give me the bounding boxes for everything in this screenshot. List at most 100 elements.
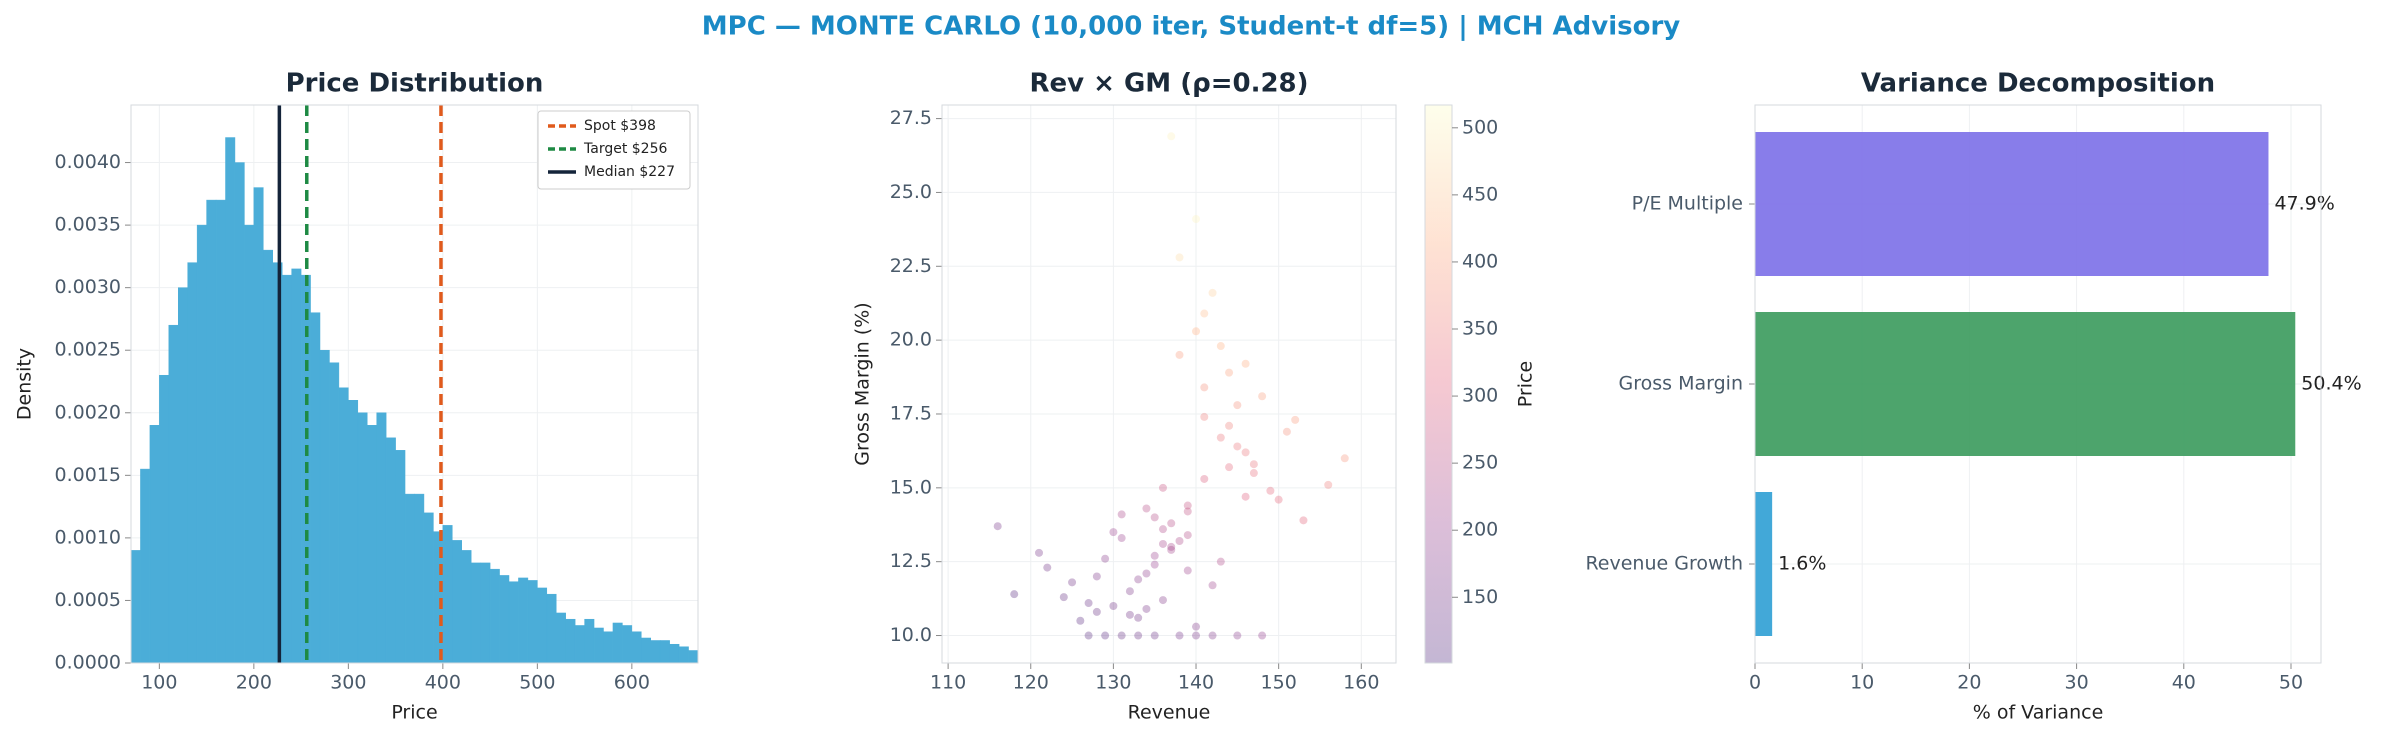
- point: [1167, 519, 1176, 528]
- point: [1258, 392, 1267, 401]
- point: [1299, 516, 1308, 525]
- point: [1167, 542, 1176, 551]
- point: [1158, 483, 1167, 492]
- bar: [395, 450, 406, 664]
- y-tick-label: 10.0: [890, 624, 932, 646]
- bar: [187, 262, 198, 664]
- point: [1258, 631, 1267, 640]
- bar: [489, 568, 500, 664]
- bar: [310, 312, 321, 664]
- bar: [556, 612, 566, 664]
- point: [1183, 531, 1192, 540]
- y-tick-label: 0.0030: [55, 276, 121, 298]
- point: [1158, 539, 1167, 548]
- bar: [1755, 312, 2296, 456]
- bar: [537, 587, 548, 664]
- bar: [140, 468, 151, 664]
- value-label: 50.4%: [2301, 373, 2361, 395]
- point: [1142, 569, 1151, 578]
- point: [1183, 501, 1192, 510]
- point: [1150, 551, 1159, 560]
- point: [993, 522, 1002, 531]
- point: [1076, 616, 1085, 625]
- plot-area: [1754, 104, 2322, 664]
- bar: [215, 199, 226, 664]
- bar: [348, 400, 359, 664]
- y-tick-label: 0.0010: [55, 526, 121, 548]
- point: [1092, 607, 1101, 616]
- y-tick-label: P/E Multiple: [1632, 193, 1743, 215]
- point: [1117, 534, 1126, 543]
- bar: [641, 637, 651, 664]
- point: [1158, 525, 1167, 534]
- bar: [168, 324, 179, 664]
- colorbar-tick-label: 250: [1462, 452, 1498, 474]
- point: [1225, 463, 1234, 472]
- point: [1175, 537, 1184, 546]
- bar: [338, 387, 349, 664]
- value-label: 47.9%: [2274, 193, 2334, 215]
- colorbar-tick-label: 300: [1462, 385, 1498, 407]
- bar: [574, 625, 585, 664]
- point: [1043, 563, 1052, 572]
- point: [1109, 528, 1118, 537]
- legend: Spot $398 Target $256 Median $227: [537, 110, 691, 190]
- point: [1216, 557, 1225, 566]
- point: [1134, 613, 1143, 622]
- x-tick-label: 40: [2172, 672, 2196, 694]
- point: [1117, 510, 1126, 519]
- plot-area: [130, 104, 699, 664]
- x-tick-label: 400: [425, 672, 461, 694]
- bar: [452, 540, 462, 664]
- point: [1233, 631, 1242, 640]
- point: [1208, 581, 1217, 590]
- point: [1208, 288, 1217, 297]
- point: [1291, 415, 1300, 424]
- bar: [678, 646, 689, 664]
- bar: [508, 581, 519, 664]
- y-tick-label: 0.0015: [55, 464, 121, 486]
- point: [1134, 631, 1143, 640]
- y-tick-label: 0.0035: [55, 214, 121, 236]
- point: [1134, 575, 1143, 584]
- point: [1142, 504, 1151, 513]
- bar: [565, 618, 576, 664]
- bar: [461, 550, 472, 664]
- colorbar-tick-label: 400: [1462, 250, 1498, 272]
- point: [1101, 554, 1110, 563]
- point: [1125, 587, 1134, 596]
- bar: [385, 437, 396, 664]
- point: [1192, 215, 1201, 224]
- value-label: 1.6%: [1778, 553, 1826, 575]
- point: [1200, 412, 1209, 421]
- point: [1084, 631, 1093, 640]
- point: [1068, 578, 1077, 587]
- point: [1125, 610, 1134, 619]
- point: [1282, 427, 1291, 436]
- point: [1175, 253, 1184, 262]
- bar: [234, 162, 245, 664]
- y-tick-label: 20.0: [890, 329, 932, 351]
- point: [1216, 433, 1225, 442]
- y-tick-label: 27.5: [890, 107, 932, 129]
- bar: [196, 224, 207, 664]
- point: [1183, 507, 1192, 516]
- bar: [584, 618, 595, 664]
- y-tick-label: 25.0: [890, 181, 932, 203]
- x-tick-label: 50: [2279, 672, 2303, 694]
- bar: [376, 412, 387, 664]
- bar: [291, 268, 302, 664]
- x-tick-label: 20: [1957, 672, 1981, 694]
- point: [1266, 486, 1275, 495]
- bar: [622, 625, 633, 664]
- bar: [631, 631, 642, 664]
- point: [1150, 560, 1159, 569]
- subplot-title: Rev × GM (ρ=0.28): [1029, 69, 1308, 99]
- bar: [281, 274, 292, 664]
- y-axis-label: Gross Margin (%): [852, 302, 874, 465]
- y-tick-label: Gross Margin: [1619, 373, 1743, 395]
- point: [1233, 401, 1242, 410]
- point: [1101, 631, 1110, 640]
- x-tick-label: 150: [1261, 672, 1297, 694]
